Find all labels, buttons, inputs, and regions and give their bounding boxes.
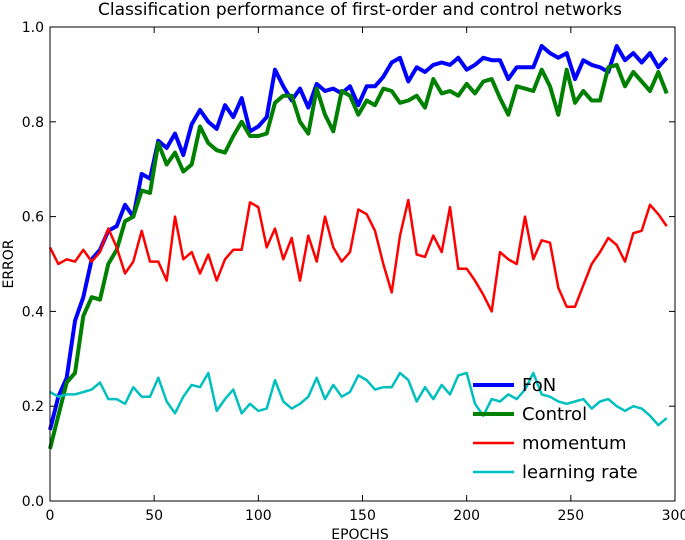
- legend-label: learning rate: [522, 462, 638, 483]
- legend-item: Control: [473, 404, 587, 425]
- y-axis-label: ERROR: [1, 239, 17, 288]
- plot-lines: [48, 44, 669, 450]
- x-tick-label: 0: [46, 508, 55, 524]
- x-tick-label: 300: [662, 508, 685, 524]
- legend: FoN Control momentum learning rate: [473, 375, 638, 483]
- x-axis-label: EPOCHS: [331, 527, 389, 540]
- y-tick-label: 0.4: [22, 304, 44, 320]
- legend-item: FoN: [473, 375, 556, 396]
- axis-ticks: [49, 26, 676, 502]
- legend-label: Control: [522, 404, 587, 425]
- x-tick-label: 50: [145, 508, 163, 524]
- x-tick-label: 200: [453, 508, 480, 524]
- axis-tick-labels: 0 50 100 150 200 250 300 0.0 0.2 0.4 0.6 0.8 1.0: [22, 20, 685, 524]
- legend-item: learning rate: [473, 462, 638, 483]
- chart-title: Classification performance of first-orde…: [98, 0, 622, 20]
- y-tick-label: 0.2: [22, 399, 44, 415]
- y-tick-label: 0.8: [22, 115, 44, 131]
- y-tick-label: 0.0: [22, 494, 44, 510]
- y-tick-label: 1.0: [22, 20, 44, 36]
- series-line-learning-rate: [49, 371, 668, 427]
- x-tick-label: 150: [349, 508, 376, 524]
- x-tick-label: 250: [557, 508, 584, 524]
- series-line-control: [48, 62, 669, 450]
- legend-item: momentum: [473, 433, 627, 454]
- legend-label: FoN: [522, 375, 556, 396]
- x-tick-label: 100: [245, 508, 272, 524]
- y-tick-label: 0.6: [22, 210, 44, 226]
- legend-label: momentum: [522, 433, 627, 454]
- series-line-momentum: [48, 198, 668, 313]
